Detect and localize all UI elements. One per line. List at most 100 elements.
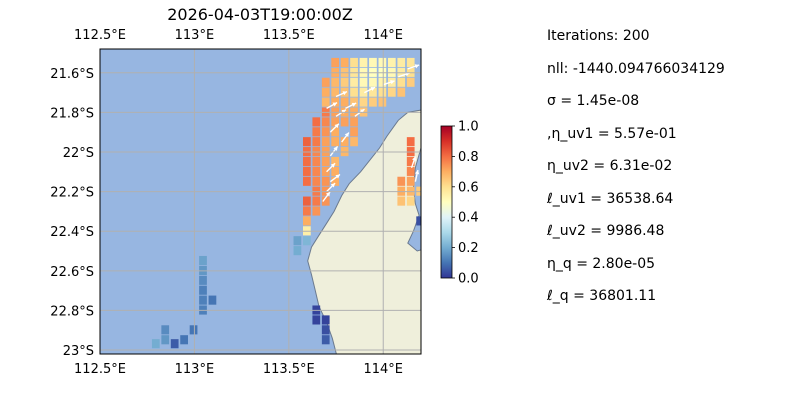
heatmap-cell bbox=[199, 275, 207, 285]
heatmap-cell bbox=[312, 166, 321, 176]
heatmap-cell bbox=[321, 335, 330, 345]
heatmap-cell bbox=[331, 57, 340, 68]
y-tick-label: 21.8°S bbox=[50, 106, 94, 121]
heatmap-cell bbox=[321, 315, 330, 325]
heatmap-cell bbox=[397, 57, 406, 68]
heatmap-cell bbox=[340, 97, 349, 107]
y-tick-label: 22.4°S bbox=[50, 225, 94, 240]
heatmap-cell bbox=[302, 236, 311, 246]
heatmap-cell bbox=[340, 137, 349, 147]
gridlines bbox=[100, 49, 421, 354]
heatmap-cell bbox=[387, 87, 396, 97]
heatmap-cell bbox=[397, 87, 406, 97]
colorbar-tick-label: 0.6 bbox=[458, 180, 479, 195]
heatmap-cell bbox=[350, 127, 358, 137]
heatmap-cell bbox=[321, 325, 330, 335]
chart-title: 2026-04-03T19:00:00Z bbox=[167, 5, 353, 24]
y-tick-label: 22°S bbox=[63, 146, 94, 161]
heatmap-cell bbox=[302, 156, 311, 167]
heatmap-cell bbox=[369, 87, 377, 97]
heatmap-cell bbox=[350, 87, 358, 97]
heatmap-cell bbox=[321, 127, 330, 137]
ell-uv2-text: ℓ_uv2 = 9986.48 bbox=[547, 223, 665, 239]
vector-arrow bbox=[341, 132, 350, 143]
heatmap-cell bbox=[208, 295, 217, 305]
heatmap-cell bbox=[199, 255, 207, 266]
colorbar: 0.0 0.2 0.4 0.6 0.8 1.0 bbox=[440, 120, 479, 287]
colorbar-tick-label: 0.4 bbox=[458, 211, 479, 226]
vector-arrow bbox=[329, 173, 341, 183]
heatmap-cell bbox=[312, 176, 321, 186]
heatmap-cell bbox=[340, 77, 349, 87]
heatmap-cell bbox=[331, 176, 340, 186]
colorbar-tick-label: 1.0 bbox=[458, 120, 479, 135]
eta-q-text: η_q = 2.80e-05 bbox=[547, 255, 656, 272]
vector-arrow bbox=[326, 162, 336, 173]
heatmap-cell bbox=[151, 339, 160, 349]
x-tick-label-bottom: 114°E bbox=[363, 362, 403, 377]
heatmap-cell bbox=[302, 206, 311, 216]
heatmap-cell bbox=[302, 176, 311, 186]
vector-arrow bbox=[407, 64, 420, 70]
vector-arrow bbox=[329, 123, 340, 133]
eta-uv2-text: η_uv2 = 6.31e-02 bbox=[547, 158, 673, 174]
heatmap-cell bbox=[321, 87, 330, 97]
heatmap-cell bbox=[312, 156, 321, 167]
heatmap-cell bbox=[312, 315, 321, 325]
y-tick-label: 22.2°S bbox=[50, 186, 94, 201]
map-frame bbox=[99, 48, 422, 355]
heatmap-cell bbox=[321, 137, 330, 147]
heatmap-cell bbox=[406, 166, 415, 176]
heatmap-cell bbox=[397, 196, 406, 206]
vector-arrow bbox=[364, 86, 376, 94]
heatmap-cell bbox=[406, 196, 415, 206]
heatmap-cell bbox=[199, 295, 207, 305]
heatmap-cell bbox=[350, 137, 358, 147]
heatmap-cell bbox=[321, 156, 330, 167]
colorbar-gradient bbox=[440, 125, 453, 279]
heatmap-cell bbox=[331, 87, 340, 97]
heatmap-cell bbox=[359, 57, 368, 68]
heatmap-cell bbox=[331, 77, 340, 87]
x-tick-label-top: 112.5°E bbox=[74, 28, 126, 43]
heatmap-cell bbox=[369, 97, 377, 107]
heatmap-cell bbox=[378, 57, 387, 68]
x-tick-label-top: 113.5°E bbox=[263, 28, 315, 43]
vector-arrow bbox=[335, 91, 348, 98]
x-ticks-top: 112.5°E 113°E 113.5°E 114°E bbox=[74, 28, 403, 43]
vector-arrow bbox=[326, 182, 336, 193]
heatmap-cell bbox=[359, 77, 368, 87]
heatmap-cell bbox=[293, 246, 302, 256]
heatmap-cell bbox=[369, 57, 377, 68]
heatmap-cell bbox=[406, 77, 415, 87]
heatmap-cell bbox=[331, 166, 340, 176]
heatmap-cell bbox=[312, 127, 321, 137]
x-tick-label-bottom: 113.5°E bbox=[263, 362, 315, 377]
heatmap-cell bbox=[312, 117, 321, 127]
vector-arrow bbox=[329, 145, 339, 157]
ell-uv1-text: ℓ_uv1 = 36538.64 bbox=[547, 190, 674, 207]
heatmap-cell bbox=[350, 97, 358, 107]
heatmap-cell bbox=[359, 97, 368, 107]
vector-arrows bbox=[322, 64, 420, 202]
heatmap-cell bbox=[161, 335, 170, 345]
y-tick-label: 22.6°S bbox=[50, 265, 94, 280]
heatmap-cell bbox=[331, 97, 340, 107]
heatmap-cell bbox=[350, 57, 358, 68]
vector-arrow bbox=[414, 169, 420, 182]
heatmap-cell bbox=[321, 176, 330, 186]
heatmap-cell bbox=[302, 137, 311, 147]
vector-arrow bbox=[345, 102, 357, 110]
heatmap-cell bbox=[170, 339, 179, 349]
heatmap-cell bbox=[199, 285, 207, 295]
vector-arrow bbox=[383, 80, 395, 86]
heatmap-cell bbox=[180, 335, 188, 345]
y-tick-label: 21.6°S bbox=[50, 67, 94, 82]
eta-uv1-text: ,η_uv1 = 5.57e-01 bbox=[547, 125, 677, 142]
heatmap-cell bbox=[331, 117, 340, 127]
x-tick-label-top: 114°E bbox=[363, 28, 403, 43]
heatmap-cell bbox=[416, 216, 421, 226]
heatmap-cell bbox=[350, 117, 358, 127]
x-tick-label-bottom: 113°E bbox=[175, 362, 215, 377]
